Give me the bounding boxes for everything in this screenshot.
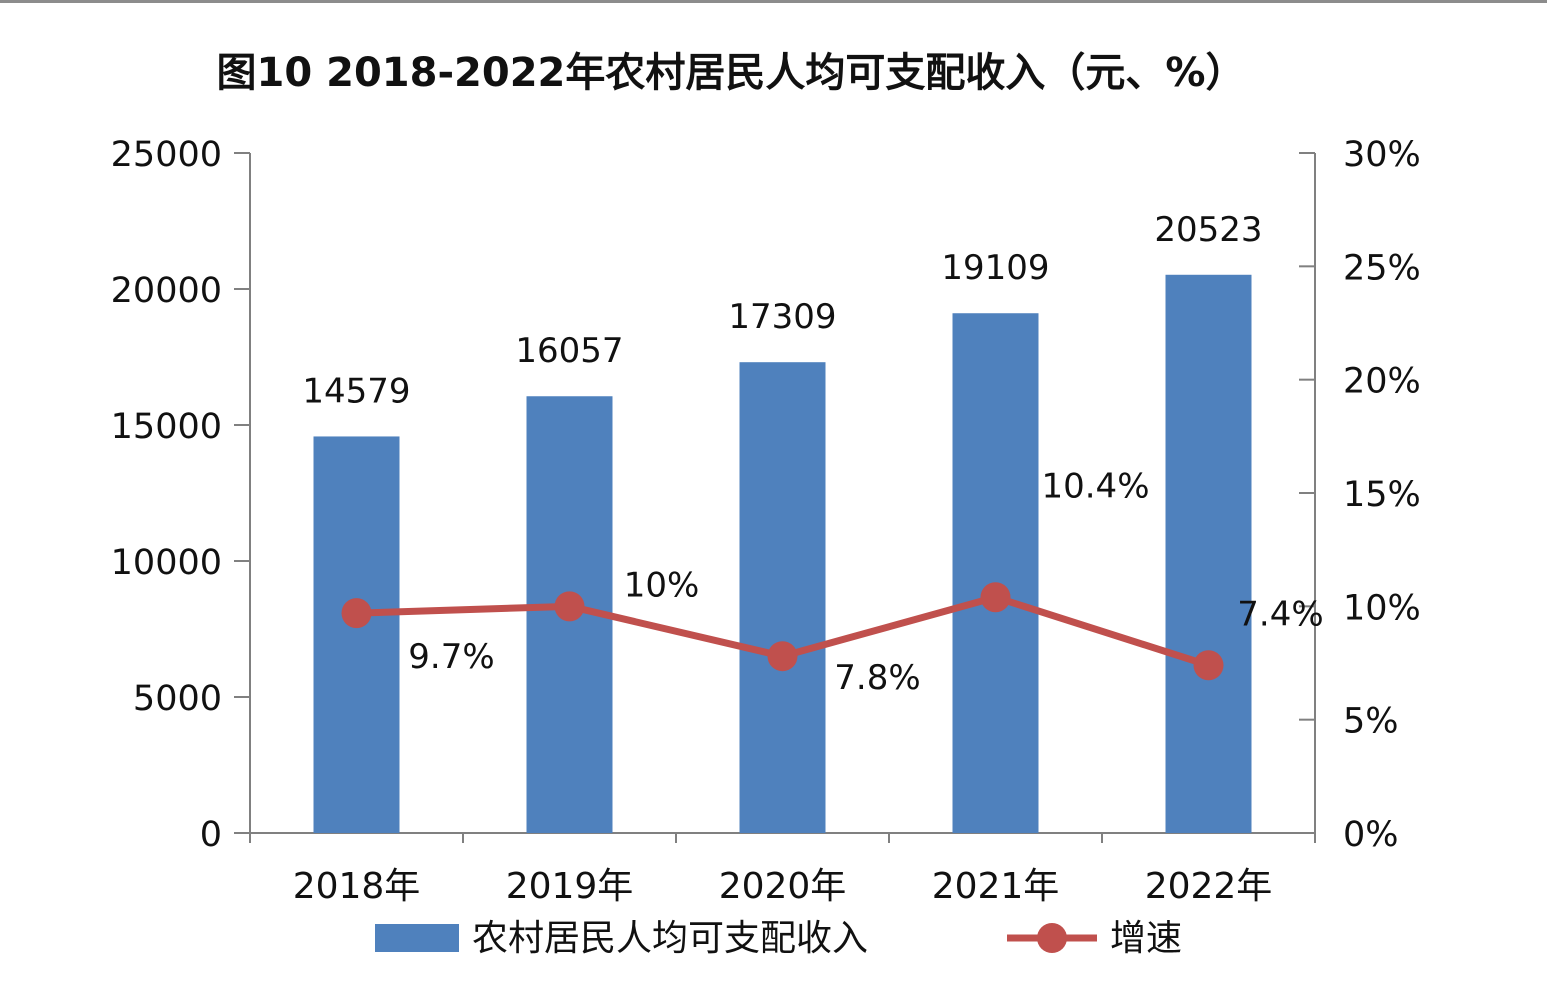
x-tick-label: 2019年 [506,866,634,907]
y-left-tick-label: 0 [200,815,222,855]
y-left-tick-label: 15000 [111,407,222,447]
y-right-tick-label: 0% [1343,815,1399,855]
x-tick-label: 2022年 [1145,866,1273,907]
growth-point [767,641,798,672]
x-tick-label: 2018年 [293,866,421,907]
bar-value-label: 17309 [728,297,836,337]
bar [952,313,1039,833]
y-right-tick-label: 20% [1343,362,1421,402]
bar-value-label: 16057 [515,331,623,371]
y-left-tick-label: 25000 [111,135,222,175]
bar [739,362,826,833]
y-right-tick-label: 25% [1343,248,1421,288]
data-labels-group: 14579 16057 17309 19109 20523 9.7% 10% 7.8% 10.4… [302,210,1323,698]
y-right-tick-label: 10% [1343,588,1421,628]
legend-marker [1037,923,1067,953]
y-right-tick-label: 15% [1343,475,1421,515]
legend-label-bar: 农村居民人均可支配收入 [472,918,868,959]
growth-point [554,591,585,622]
bar [1165,274,1252,833]
bar-value-label: 20523 [1154,210,1262,250]
bar [313,436,400,833]
top-border [0,0,1547,3]
y-right-tick-label: 5% [1343,702,1399,742]
bar-value-label: 19109 [941,248,1049,288]
chart-title: 图10 2018-2022年农村居民人均可支配收入（元、%） [216,50,1246,96]
y-right-tick-label: 30% [1343,135,1421,175]
growth-point [980,582,1011,613]
legend: 农村居民人均可支配收入 增速 [375,918,1182,959]
growth-value-label: 9.7% [408,637,494,677]
growth-point [341,598,372,629]
growth-value-label: 7.4% [1237,594,1323,634]
growth-value-label: 7.8% [834,658,920,698]
legend-swatch-bar [375,924,459,952]
growth-value-label: 10.4% [1041,466,1149,506]
axes-group: 0 5000 10000 15000 20000 25000 0% 5% 10% 15% 20% 25… [111,135,1421,907]
growth-value-label: 10% [624,565,700,605]
legend-label-line: 增速 [1110,918,1182,959]
x-tick-label: 2021年 [932,866,1060,907]
y-left-tick-label: 20000 [111,271,222,311]
y-left-tick-label: 10000 [111,543,222,583]
y-left-tick-label: 5000 [133,679,222,719]
line-group [341,582,1224,681]
x-tick-label: 2020年 [719,866,847,907]
bars-group [313,274,1252,833]
growth-point [1193,650,1224,681]
bar-value-label: 14579 [302,371,410,411]
